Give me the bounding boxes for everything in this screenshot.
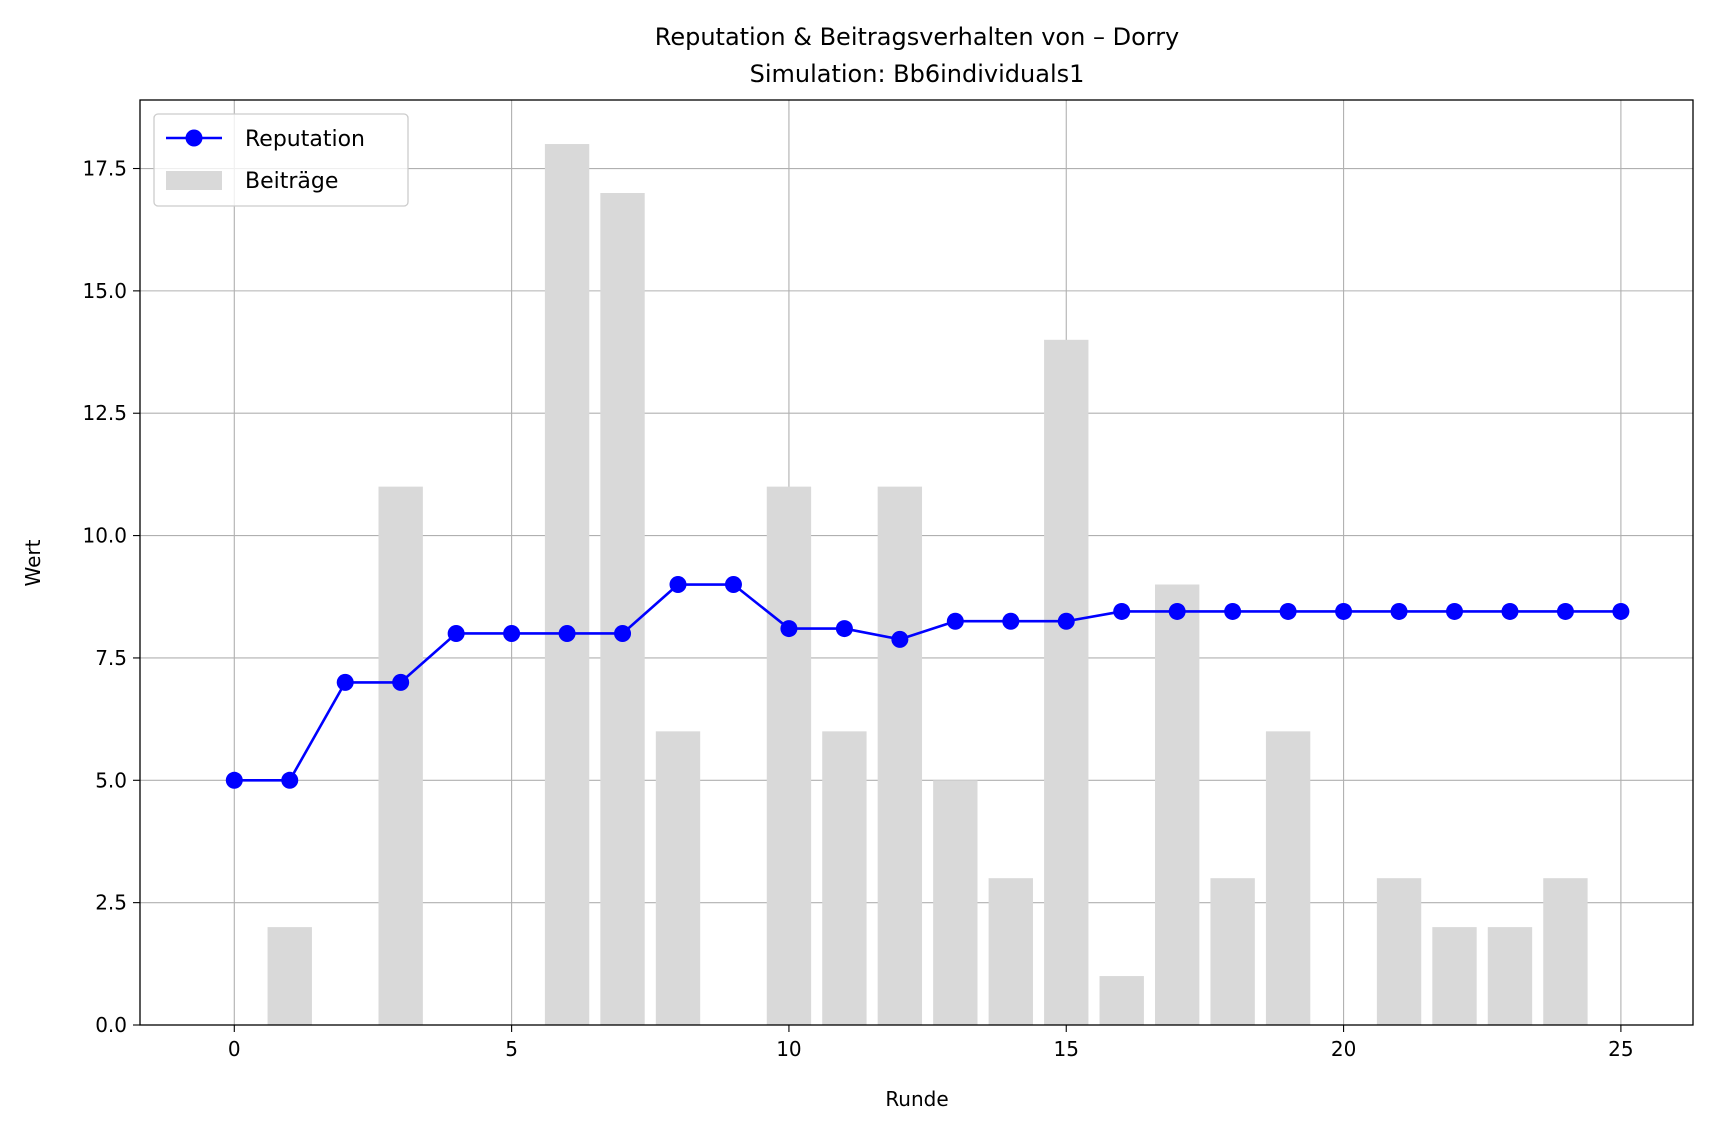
reputation-point [835, 620, 853, 638]
y-tick-label: 17.5 [82, 157, 127, 181]
reputation-point [1279, 602, 1297, 620]
y-tick-label: 10.0 [82, 524, 127, 548]
reputation-point [946, 612, 964, 630]
reputation-point [1612, 602, 1630, 620]
contribution-bar [1099, 976, 1144, 1025]
reputation-point [336, 673, 354, 691]
reputation-point [1556, 602, 1574, 620]
chart-subtitle: Simulation: Bb6individuals1 [750, 60, 1085, 88]
y-axis-label: Wert [21, 539, 45, 586]
reputation-line [234, 583, 1621, 782]
contribution-bar [766, 486, 812, 1025]
reputation-point [891, 630, 909, 648]
y-axis-ticks: 0.0 2.5 5.0 7.5 10.0 12.5 15.0 17.5 [82, 157, 140, 1037]
reputation-point [392, 673, 410, 691]
y-tick-label: 5.0 [95, 768, 127, 792]
reputation-point [225, 771, 243, 789]
contribution-bar [1044, 339, 1089, 1025]
x-tick-label: 5 [505, 1037, 518, 1061]
reputation-point [669, 576, 687, 594]
reputation-point [281, 771, 299, 789]
reputation-point [558, 624, 576, 642]
contribution-bar [600, 192, 645, 1026]
reputation-point [614, 624, 632, 642]
x-tick-label: 20 [1331, 1037, 1356, 1061]
contribution-bar [1154, 584, 1200, 1025]
contribution-bar [1376, 878, 1422, 1025]
contribution-bar [822, 731, 867, 1025]
x-tick-label: 10 [776, 1037, 801, 1061]
contribution-bar [267, 927, 312, 1025]
contribution-bar [655, 731, 701, 1025]
bar-series [267, 144, 1588, 1026]
reputation-point [1002, 612, 1020, 630]
y-tick-label: 0.0 [95, 1013, 127, 1037]
chart-title: Reputation & Beitragsverhalten von – Dor… [655, 23, 1180, 51]
contribution-bar [933, 780, 978, 1025]
reputation-point [1501, 602, 1519, 620]
x-tick-label: 25 [1608, 1037, 1633, 1061]
contribution-bar [1487, 927, 1533, 1025]
y-tick-label: 2.5 [95, 891, 127, 915]
x-axis-label: Runde [885, 1087, 948, 1111]
plot-frame [139, 99, 1694, 1026]
contribution-bar [544, 144, 590, 1026]
contribution-bar [1543, 878, 1588, 1025]
reputation-point [780, 620, 798, 638]
legend: Reputation Beiträge [153, 113, 409, 207]
y-tick-label: 7.5 [95, 646, 127, 670]
legend-reputation-marker [185, 129, 203, 147]
line-series [225, 576, 1630, 789]
reputation-point [724, 576, 742, 594]
reputation-point [1168, 602, 1186, 620]
reputation-point [1335, 602, 1353, 620]
reputation-point [1057, 612, 1075, 630]
reputation-point [1224, 602, 1242, 620]
contribution-bar [877, 486, 923, 1025]
legend-contributions-swatch [166, 171, 222, 190]
contribution-bar [1265, 731, 1311, 1025]
contribution-bar [1432, 927, 1477, 1025]
contribution-bar [1210, 878, 1255, 1025]
contribution-bar [988, 878, 1033, 1025]
reputation-point [503, 624, 521, 642]
reputation-point [447, 624, 465, 642]
reputation-point [1390, 602, 1408, 620]
x-tick-label: 0 [228, 1037, 241, 1061]
reputation-point [1446, 602, 1464, 620]
x-axis-ticks: 0 5 10 15 20 25 [228, 1025, 1634, 1061]
contribution-bar [378, 486, 423, 1025]
x-tick-label: 15 [1054, 1037, 1079, 1061]
legend-reputation-label: Reputation [245, 127, 365, 152]
legend-contributions-label: Beiträge [245, 169, 338, 194]
reputation-point [1113, 602, 1131, 620]
y-tick-label: 12.5 [82, 401, 127, 425]
y-tick-label: 15.0 [82, 279, 127, 303]
